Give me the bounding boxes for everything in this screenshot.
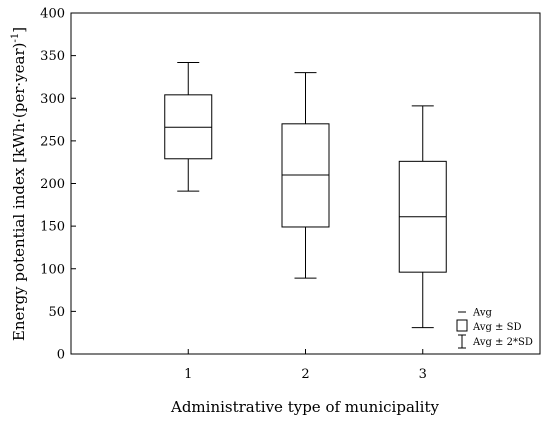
y-tick-label: 150: [40, 220, 65, 235]
y-axis: 0 50 100 150 200 250 300 350 400: [40, 7, 76, 363]
y-tick-label: 200: [40, 177, 65, 192]
x-tick-label: 1: [184, 367, 192, 382]
y-tick-label: 50: [48, 305, 65, 320]
y-axis-title-end: ]: [10, 27, 28, 33]
y-tick-label: 0: [57, 348, 65, 363]
legend-sd-marker: [456, 319, 468, 332]
y-tick-label: 300: [40, 92, 65, 107]
box-series: [164, 61, 447, 329]
x-tick-label: 2: [301, 367, 309, 382]
y-tick-label: 350: [40, 49, 65, 64]
y-axis-title: Energy potential index [kWh·(per·year)-1…: [10, 27, 28, 341]
y-tick-label: 100: [40, 262, 65, 277]
y-tick-label: 250: [40, 134, 65, 149]
y-axis-title-main: Energy potential index [kWh·(per·year): [10, 43, 28, 342]
y-tick-label: 400: [40, 7, 65, 22]
legend: Avg Avg ± SD Avg ± 2*SD: [456, 308, 533, 349]
box-1: [164, 61, 213, 192]
legend-label-sd: Avg ± SD: [472, 322, 521, 333]
box-3: [398, 105, 447, 329]
y-axis-title-superscript: -1: [10, 33, 21, 43]
legend-label-avg: Avg: [472, 308, 492, 319]
x-axis: 1 2 3: [184, 349, 427, 382]
x-axis-title: Administrative type of municipality: [170, 398, 440, 416]
legend-label-2sd: Avg ± 2*SD: [472, 337, 533, 348]
x-tick-label: 3: [419, 367, 427, 382]
box-2: [281, 72, 330, 279]
